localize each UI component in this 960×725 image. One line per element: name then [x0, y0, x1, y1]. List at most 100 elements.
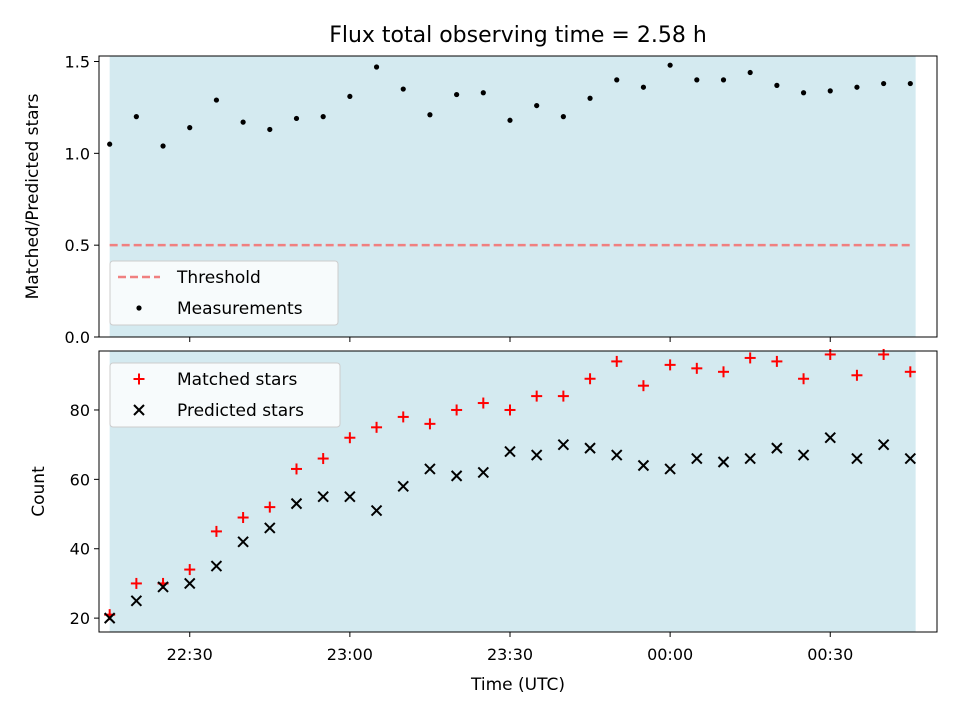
- measurement-point: [560, 114, 566, 120]
- x-axis-label: Time (UTC): [470, 675, 565, 695]
- bottom-legend-box: [109, 362, 341, 428]
- legend-measurements-label: Measurements: [177, 299, 303, 319]
- matched-star-point: [264, 501, 276, 513]
- matched-star-point: [531, 390, 543, 402]
- predicted-star-point: [370, 504, 383, 517]
- top-y-tick-label: 0.0: [65, 328, 90, 347]
- matched-star-point: [184, 564, 196, 576]
- top-panel: 0.0 0.5 1.0 1.5 Matched/Predicted stars Thr…: [23, 53, 938, 347]
- predicted-star-point: [317, 490, 329, 503]
- matched-star-point: [451, 404, 463, 416]
- predicted-star-point: [611, 449, 623, 461]
- predicted-star-point: [584, 442, 596, 454]
- measurement-point: [640, 84, 647, 90]
- matched-star-point: [317, 453, 329, 465]
- measurement-point: [267, 126, 273, 133]
- legend-predicted-swatch: [133, 404, 145, 416]
- matched-star-point: [557, 390, 569, 402]
- predicted-star-point: [797, 449, 810, 461]
- predicted-star-point: [344, 490, 356, 503]
- predicted-star-point: [904, 452, 917, 465]
- measurement-point: [800, 90, 807, 96]
- top-y-ticks: 0.0 0.5 1.0 1.5: [65, 53, 99, 347]
- predicted-star-point: [397, 480, 409, 493]
- top-series-layer: [107, 62, 913, 247]
- matched-star-point: [744, 352, 756, 364]
- matched-star-point: [611, 355, 623, 367]
- measurement-point: [320, 114, 326, 120]
- top-y-tick-label: 1.0: [65, 144, 90, 163]
- predicted-star-point: [824, 432, 836, 444]
- predicted-star-point: [157, 581, 169, 593]
- measurement-point: [347, 93, 353, 100]
- x-tick-label: 23:30: [487, 645, 533, 664]
- matched-star-point: [664, 359, 676, 371]
- matched-star-point: [771, 355, 783, 367]
- matched-star-point: [210, 525, 222, 537]
- measurement-point: [907, 80, 913, 87]
- predicted-star-point: [771, 442, 783, 454]
- bottom-y-ticks: 20 40 60 80: [70, 401, 99, 628]
- measurement-point: [774, 82, 780, 88]
- measurement-point: [747, 69, 753, 76]
- predicted-star-point: [103, 612, 116, 624]
- predicted-star-point: [717, 456, 730, 468]
- predicted-star-point: [851, 452, 863, 465]
- matched-star-point: [371, 421, 383, 433]
- measurement-point: [507, 117, 513, 123]
- measurement-point: [667, 62, 673, 68]
- matched-star-point: [424, 418, 436, 430]
- measurement-point: [427, 112, 433, 118]
- measurement-point: [240, 119, 246, 125]
- x-tick-label: 00:30: [807, 645, 853, 664]
- matched-star-point: [717, 366, 729, 378]
- measurement-point: [373, 64, 380, 70]
- bottom-y-axis-label: Count: [29, 466, 49, 517]
- measurement-point: [213, 97, 220, 103]
- measurement-point: [293, 115, 300, 122]
- predicted-star-point: [130, 595, 143, 607]
- matched-star-point: [904, 366, 916, 378]
- predicted-star-point: [210, 560, 223, 572]
- predicted-star-point: [477, 466, 490, 479]
- predicted-star-point: [557, 438, 570, 451]
- measurement-point: [400, 86, 406, 92]
- predicted-star-point: [290, 497, 303, 510]
- legend-matched-label: Matched stars: [177, 370, 297, 390]
- predicted-star-point: [530, 449, 543, 461]
- matched-star-point: [504, 404, 516, 416]
- legend-measurements-swatch: [136, 305, 142, 311]
- legend-matched-swatch: [133, 373, 145, 385]
- matched-star-point: [477, 397, 489, 409]
- predicted-star-point: [877, 438, 890, 451]
- x-tick-label: 22:30: [167, 645, 213, 664]
- matched-star-point: [637, 380, 649, 392]
- top-axes-frame: [98, 55, 938, 338]
- top-y-tick-label: 1.5: [65, 53, 90, 72]
- legend-threshold-label: Threshold: [176, 268, 261, 288]
- measurement-point: [133, 114, 139, 120]
- predicted-star-point: [664, 463, 676, 475]
- measurement-point: [454, 91, 460, 98]
- measurement-point: [534, 102, 540, 109]
- bottom-series-layer: [103, 348, 917, 624]
- matched-star-point: [584, 373, 596, 385]
- measurement-point: [480, 90, 486, 96]
- matched-star-point: [798, 373, 810, 385]
- x-tick-label: 23:00: [327, 645, 373, 664]
- matched-star-point: [237, 512, 249, 524]
- matched-star-point: [691, 362, 703, 374]
- bottom-y-tick-label: 80: [70, 401, 90, 420]
- predicted-star-point: [637, 459, 650, 472]
- matched-star-point: [130, 577, 142, 589]
- predicted-star-point: [184, 577, 196, 590]
- matched-star-point: [851, 369, 863, 381]
- predicted-star-point: [744, 452, 756, 465]
- measurement-point: [854, 84, 860, 90]
- top-legend: Threshold Measurements: [109, 260, 339, 326]
- bottom-y-tick-label: 60: [70, 470, 90, 489]
- measurement-point: [881, 80, 887, 87]
- matched-star-point: [290, 463, 302, 475]
- bottom-panel: 20 40 60 80 22:30 23:00 23:30 00:00 00:30 Count…: [29, 348, 938, 695]
